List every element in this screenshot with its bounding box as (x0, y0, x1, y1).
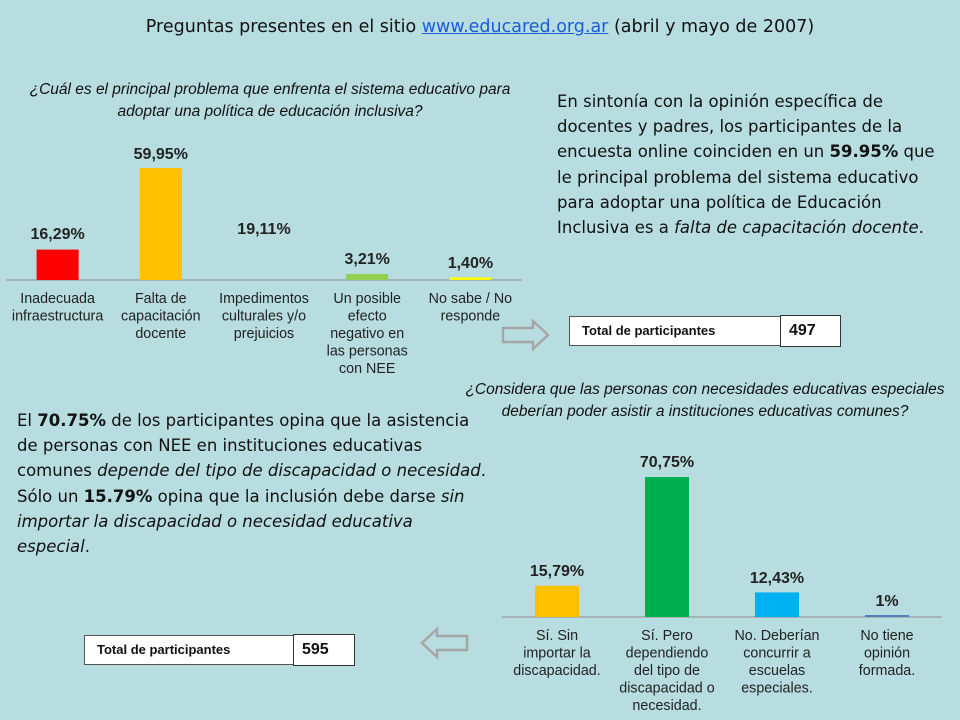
chart2-category-line: escuelas (749, 663, 805, 679)
chart2-category-line: importar la (523, 646, 591, 662)
chart1-value-label-2: 19,11% (237, 221, 290, 238)
chart2-category-line: No tiene (860, 628, 913, 644)
chart1-category-line: No sabe / No (429, 291, 512, 307)
chart2-category-line: discapacidad. (513, 663, 600, 679)
chart2-bar-0 (535, 585, 579, 617)
chart2-category-label-1: Sí. Pero dependiendo del tipo de discapacid… (619, 628, 714, 714)
chart1-bar-0 (36, 249, 79, 280)
chart1-value-label-3: 3,21% (345, 251, 390, 268)
chart1-category-line: efecto (348, 309, 387, 325)
chart1-category-line: culturales y/o (222, 309, 306, 325)
chart2-value-label-0: 15,79% (530, 563, 584, 580)
chart1-category-label-4: No sabe / No responde (429, 291, 512, 325)
chart1-bar-1 (139, 168, 182, 280)
chart2-value-label-1: 70,75% (640, 454, 694, 471)
summary2-emphasis-2: sin importar la discapacidad o necesidad… (17, 486, 465, 557)
summary2-text-4: opina que la inclusión debe darse (152, 486, 441, 506)
page-title: Preguntas presentes en el sitio www.educ… (0, 17, 960, 37)
summary2-text-1: El (17, 411, 38, 430)
chart1-value-label-1: 59,95% (134, 146, 188, 163)
chart2-category-label-3: No tiene opinión formada. (859, 628, 915, 679)
title-suffix: (abril y mayo de 2007) (608, 17, 815, 37)
source-link[interactable]: www.educared.org.ar (421, 17, 609, 37)
chart1: 16,29% Inadecuada infraestructura 59,95% Fal… (6, 146, 522, 377)
chart1-category-line: Falta de (135, 291, 187, 307)
summary2-paragraph: El 70.75% de los participantes opina que… (17, 408, 487, 559)
chart2-category-line: especiales. (741, 681, 813, 697)
chart1-bar-3 (346, 274, 389, 280)
chart1-bar-4 (449, 277, 492, 280)
summary2-text-2: de los participantes opina que la asiste… (17, 411, 470, 481)
chart2-category-line: concurrir a (743, 646, 811, 662)
chart1-category-label-0: Inadecuada infraestructura (12, 291, 103, 325)
chart1-value-label-0: 16,29% (30, 226, 84, 243)
chart2-category-line: Sí. Pero (641, 628, 693, 644)
chart1-category-label-3: Un posible efecto negativo en las personas c… (327, 291, 408, 377)
summary2-emphasis-1: depende del tipo de discapacidad o neces… (97, 461, 481, 481)
chart2-category-line: formada. (859, 663, 915, 679)
chart1-question: ¿Cuál es el principal problema que enfre… (29, 81, 511, 120)
chart1-category-line: capacitación (121, 309, 201, 325)
summary2-highlight-pct-2: 15.79% (83, 486, 153, 506)
chart2-question: ¿Considera que las personas con necesida… (465, 381, 945, 420)
chart2-value-label-3: 1% (875, 593, 898, 610)
arrow-left-icon (420, 627, 469, 659)
chart1-category-line: las personas (327, 344, 408, 360)
chart2-category-line: discapacidad o (619, 681, 714, 697)
chart1-value-label-4: 1,40% (448, 255, 493, 272)
chart1-category-label-1: Falta de capacitación docente (121, 291, 201, 342)
chart2-category-line: dependiendo (626, 646, 709, 662)
chart1-category-label-2: Impedimentos culturales y/o prejuicios (219, 291, 309, 342)
chart2-value-label-2: 12,43% (750, 570, 804, 587)
chart2-category-label-0: Sí. Sin importar la discapacidad. (513, 628, 600, 679)
total-participants-value-1: 497 (780, 315, 841, 347)
summary1-text-1: En sintonía con la opinión específica de… (557, 92, 903, 162)
summary2-text-3: . Sólo un (17, 461, 486, 506)
arrow-right-icon (501, 319, 550, 351)
summary1-text-2: que le principal problema del sistema ed… (557, 142, 935, 238)
title-prefix: Preguntas presentes en el sitio (145, 17, 422, 37)
summary2-text-5: . (84, 537, 90, 557)
chart2-category-line: necesidad. (632, 698, 701, 714)
chart1-category-line: con NEE (339, 361, 395, 377)
total-participants-value-2: 595 (293, 634, 355, 666)
chart2-category-line: Sí. Sin (536, 628, 578, 644)
chart2-bar-3 (865, 615, 909, 617)
chart1-category-line: Inadecuada (20, 291, 95, 307)
summary1-text-3: . (918, 218, 924, 238)
chart2-category-line: del tipo de (634, 663, 700, 679)
chart2-bar-2 (755, 592, 799, 617)
total-participants-label-1: Total de participantes (569, 316, 791, 346)
total-participants-label-2: Total de participantes (84, 635, 306, 665)
chart1-category-line: Un posible (333, 291, 401, 307)
chart2-category-line: opinión (864, 646, 910, 662)
chart1-category-line: negativo en (330, 326, 404, 342)
chart2-category-label-2: No. Deberían concurrir a escuelas especiale… (734, 628, 819, 697)
chart2-bar-1 (645, 477, 689, 617)
chart1-category-line: Impedimentos (219, 291, 309, 307)
summary1-paragraph: En sintonía con la opinión específica de… (557, 89, 947, 240)
chart1-category-line: responde (441, 309, 501, 325)
chart2-category-line: No. Deberían (734, 628, 819, 644)
chart1-category-line: docente (135, 326, 186, 342)
chart1-category-line: prejuicios (234, 326, 294, 342)
summary2-highlight-pct-1: 70.75% (37, 411, 106, 430)
chart1-category-line: infraestructura (12, 309, 103, 325)
summary1-emphasis: falta de capacitación docente (674, 218, 919, 238)
summary1-highlight-pct: 59.95% (829, 142, 899, 162)
